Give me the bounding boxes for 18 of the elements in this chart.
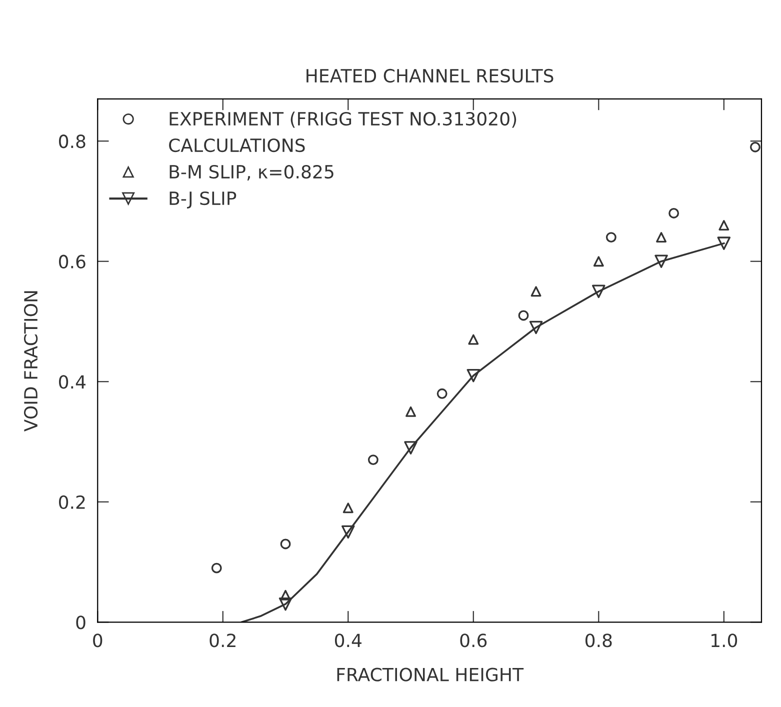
legend-label: EXPERIMENT (FRIGG TEST NO.313020) [170,112,516,128]
x-axis-title: FRACTIONAL HEIGHT [337,668,524,682]
x-tick-label: 0.2 [210,634,236,648]
y-tick-label: 0.4 [58,375,86,389]
x-tick-label: 0 [93,634,102,648]
x-tick-label: 1.0 [712,634,738,648]
chart-title: HEATED CHANNEL RESULTS [306,68,554,83]
annotation: CALCULATIONS [169,138,305,152]
x-tick-label: 0.8 [585,634,612,648]
y-tick-label: 0.8 [58,134,86,148]
y-tick-label: 0.6 [58,254,86,268]
x-tick-label: 0.6 [460,634,487,648]
y-axis-title: VOID FRACTION [24,291,38,432]
y-tick-label: 0 [76,616,86,630]
legend-label: B-M SLIP, κ=0.825 [170,164,334,180]
legend-label: B-J SLIP [170,191,236,208]
y-tick-label: 0.2 [58,495,85,510]
x-tick-label: 0.4 [334,634,362,648]
